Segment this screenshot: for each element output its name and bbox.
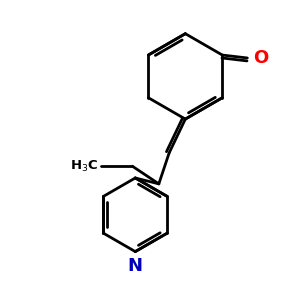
Text: O: O <box>253 49 268 67</box>
Text: H$_3$C: H$_3$C <box>70 159 98 174</box>
Text: N: N <box>128 257 143 275</box>
